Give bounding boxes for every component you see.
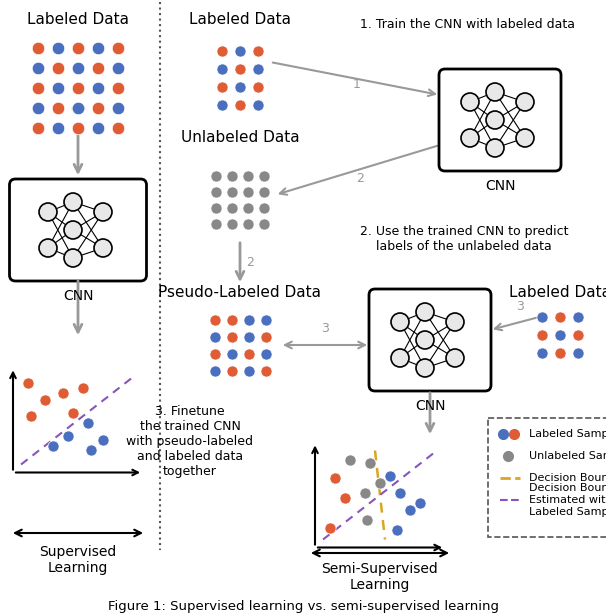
Text: Figure 1: Supervised learning vs. semi-supervised learning: Figure 1: Supervised learning vs. semi-s… [107, 600, 499, 613]
Text: Labeled Data: Labeled Data [27, 12, 129, 27]
Circle shape [416, 359, 434, 377]
Text: 2: 2 [246, 256, 254, 269]
Text: Supervised
Learning: Supervised Learning [39, 545, 116, 575]
Text: Labeled Data: Labeled Data [189, 12, 291, 27]
Text: 2. Use the trained CNN to predict
    labels of the unlabeled data: 2. Use the trained CNN to predict labels… [360, 225, 568, 253]
FancyBboxPatch shape [488, 418, 606, 537]
Text: 1. Train the CNN with labeled data: 1. Train the CNN with labeled data [360, 18, 575, 31]
Text: 3. Finetune
the trained CNN
with pseudo-labeled
and labeled data
together: 3. Finetune the trained CNN with pseudo-… [127, 405, 253, 478]
Circle shape [486, 111, 504, 129]
Circle shape [461, 93, 479, 111]
Text: Semi-Supervised
Learning: Semi-Supervised Learning [322, 562, 438, 592]
Text: Labeled Samples: Labeled Samples [522, 429, 606, 439]
Circle shape [446, 313, 464, 331]
Text: 2: 2 [356, 171, 364, 185]
Text: CNN: CNN [63, 289, 93, 303]
Circle shape [94, 203, 112, 221]
Circle shape [486, 83, 504, 101]
Circle shape [64, 221, 82, 239]
Text: CNN: CNN [415, 399, 445, 413]
Circle shape [486, 139, 504, 157]
Circle shape [64, 193, 82, 211]
FancyBboxPatch shape [439, 69, 561, 171]
Circle shape [416, 303, 434, 321]
Circle shape [64, 249, 82, 267]
Circle shape [39, 239, 57, 257]
Text: Unlabeled Data: Unlabeled Data [181, 130, 299, 145]
Circle shape [391, 313, 409, 331]
Text: Decision Boundary
  Estimated with
  Labeled Samples: Decision Boundary Estimated with Labeled… [522, 484, 606, 517]
Text: Decision Boundary: Decision Boundary [522, 473, 606, 483]
FancyBboxPatch shape [10, 179, 147, 281]
Circle shape [39, 203, 57, 221]
Circle shape [461, 129, 479, 147]
Circle shape [94, 239, 112, 257]
FancyBboxPatch shape [369, 289, 491, 391]
Circle shape [516, 129, 534, 147]
Text: 3: 3 [516, 300, 524, 313]
Text: 1: 1 [353, 78, 361, 92]
Circle shape [446, 349, 464, 367]
Circle shape [516, 93, 534, 111]
Circle shape [416, 331, 434, 349]
Text: Unlabeled Samples: Unlabeled Samples [522, 451, 606, 461]
Circle shape [391, 349, 409, 367]
Text: 3: 3 [321, 322, 329, 335]
Text: Labeled Data: Labeled Data [509, 285, 606, 300]
Text: CNN: CNN [485, 179, 515, 193]
Text: Pseudo-Labeled Data: Pseudo-Labeled Data [159, 285, 322, 300]
